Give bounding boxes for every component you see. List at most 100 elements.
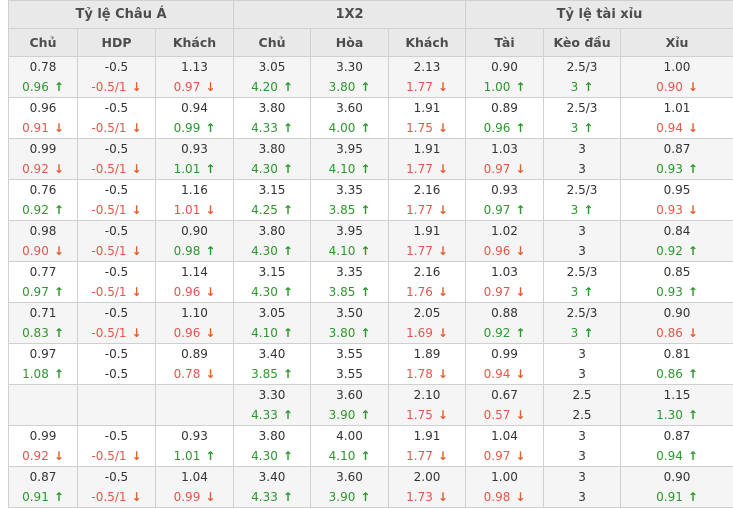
live-odds-value: 3 <box>571 200 579 220</box>
live-odds-value: 4.30 <box>251 282 278 302</box>
trend-down-icon: ↓ <box>132 118 142 138</box>
live-odds-line: 3.90↑ <box>311 405 388 425</box>
live-odds-line: -0.5/1↓ <box>78 118 155 138</box>
opening-odds-value: 1.16 <box>156 180 233 200</box>
opening-odds-value: 3.80 <box>234 426 310 446</box>
live-odds-value: 1.78 <box>406 364 433 384</box>
trend-down-icon: ↓ <box>132 241 142 261</box>
live-odds-line: 1.73↓ <box>389 487 465 507</box>
trend-down-icon: ↓ <box>438 77 448 97</box>
trend-down-icon: ↓ <box>205 282 215 302</box>
trend-down-icon: ↓ <box>54 159 64 179</box>
trend-up-icon: ↑ <box>360 446 370 466</box>
live-odds-line: 3↑ <box>544 282 620 302</box>
opening-odds-value: 3.80 <box>234 98 310 118</box>
live-odds-line: 1.77↓ <box>389 159 465 179</box>
trend-up-icon: ↑ <box>360 77 370 97</box>
live-odds-value: 0.97 <box>484 282 511 302</box>
live-odds-value: 4.10 <box>329 446 356 466</box>
live-odds-value: 0.93 <box>656 200 683 220</box>
trend-down-icon: ↓ <box>205 200 215 220</box>
live-odds-value: 1.01 <box>174 446 201 466</box>
live-odds-value: 0.96 <box>22 77 49 97</box>
live-odds-value: 4.25 <box>251 200 278 220</box>
column-header-row: Chủ HDP Khách Chủ Hòa Khách Tài Kèo đầu … <box>9 29 733 57</box>
live-odds-value: -0.5/1 <box>91 282 126 302</box>
live-odds-line: 0.91↑ <box>9 487 77 507</box>
opening-odds-value: 0.71 <box>9 303 77 323</box>
trend-up-icon: ↑ <box>283 159 293 179</box>
col-header-1x2-draw: Hòa <box>311 29 389 57</box>
trend-up-icon: ↑ <box>360 118 370 138</box>
live-odds-value: -0.5/1 <box>91 241 126 261</box>
opening-odds-value: 3.15 <box>234 262 310 282</box>
odds-cell: -0.5-0.5/1↓ <box>78 98 156 139</box>
live-odds-value: 3 <box>578 487 586 507</box>
live-odds-line: 4.10↑ <box>311 446 388 466</box>
opening-odds-value: 3.30 <box>234 385 310 405</box>
live-odds-line: 1.00↑ <box>466 77 543 97</box>
trend-down-icon: ↓ <box>515 159 525 179</box>
trend-up-icon: ↑ <box>54 77 64 97</box>
live-odds-line: 1.75↓ <box>389 405 465 425</box>
opening-odds-value: 1.14 <box>156 262 233 282</box>
trend-up-icon: ↑ <box>583 118 593 138</box>
live-odds-line: 4.10↑ <box>234 323 310 343</box>
live-odds-line: 4.30↑ <box>234 446 310 466</box>
live-odds-line: 0.99↓ <box>156 487 233 507</box>
trend-down-icon: ↓ <box>132 77 142 97</box>
trend-down-icon: ↓ <box>438 118 448 138</box>
live-odds-value: 1.76 <box>406 282 433 302</box>
trend-up-icon: ↑ <box>283 77 293 97</box>
live-odds-value: 3.80 <box>329 77 356 97</box>
trend-up-icon: ↑ <box>515 323 525 343</box>
live-odds-value: 0.97 <box>484 446 511 466</box>
opening-odds-value: 0.99 <box>9 426 77 446</box>
live-odds-line: -0.5/1↓ <box>78 323 155 343</box>
trend-down-icon: ↓ <box>132 446 142 466</box>
trend-down-icon: ↓ <box>132 159 142 179</box>
live-odds-value: 0.83 <box>22 323 49 343</box>
live-odds-value: 0.90 <box>656 77 683 97</box>
live-odds-value: 0.94 <box>484 364 511 384</box>
opening-odds-value: 1.91 <box>389 426 465 446</box>
live-odds-value: 0.57 <box>484 405 511 425</box>
live-odds-line: 3.80↑ <box>311 323 388 343</box>
trend-up-icon: ↑ <box>583 200 593 220</box>
group-header-1x2: 1X2 <box>234 1 466 29</box>
trend-down-icon: ↓ <box>132 487 142 507</box>
live-odds-value: 0.91 <box>22 487 49 507</box>
trend-down-icon: ↓ <box>438 446 448 466</box>
live-odds-line: 0.97↓ <box>156 77 233 97</box>
opening-odds-value: 0.90 <box>621 303 733 323</box>
live-odds-line: 0.97↑ <box>466 200 543 220</box>
live-odds-value: 0.94 <box>656 118 683 138</box>
live-odds-line: 0.93↑ <box>621 282 733 302</box>
live-odds-value: 3.85 <box>251 364 278 384</box>
trend-down-icon: ↓ <box>515 364 525 384</box>
live-odds-value: 1.73 <box>406 487 433 507</box>
live-odds-line: 0.86↑ <box>621 364 733 384</box>
col-header-1x2-away: Khách <box>389 29 466 57</box>
live-odds-line: 0.96↑ <box>9 77 77 97</box>
